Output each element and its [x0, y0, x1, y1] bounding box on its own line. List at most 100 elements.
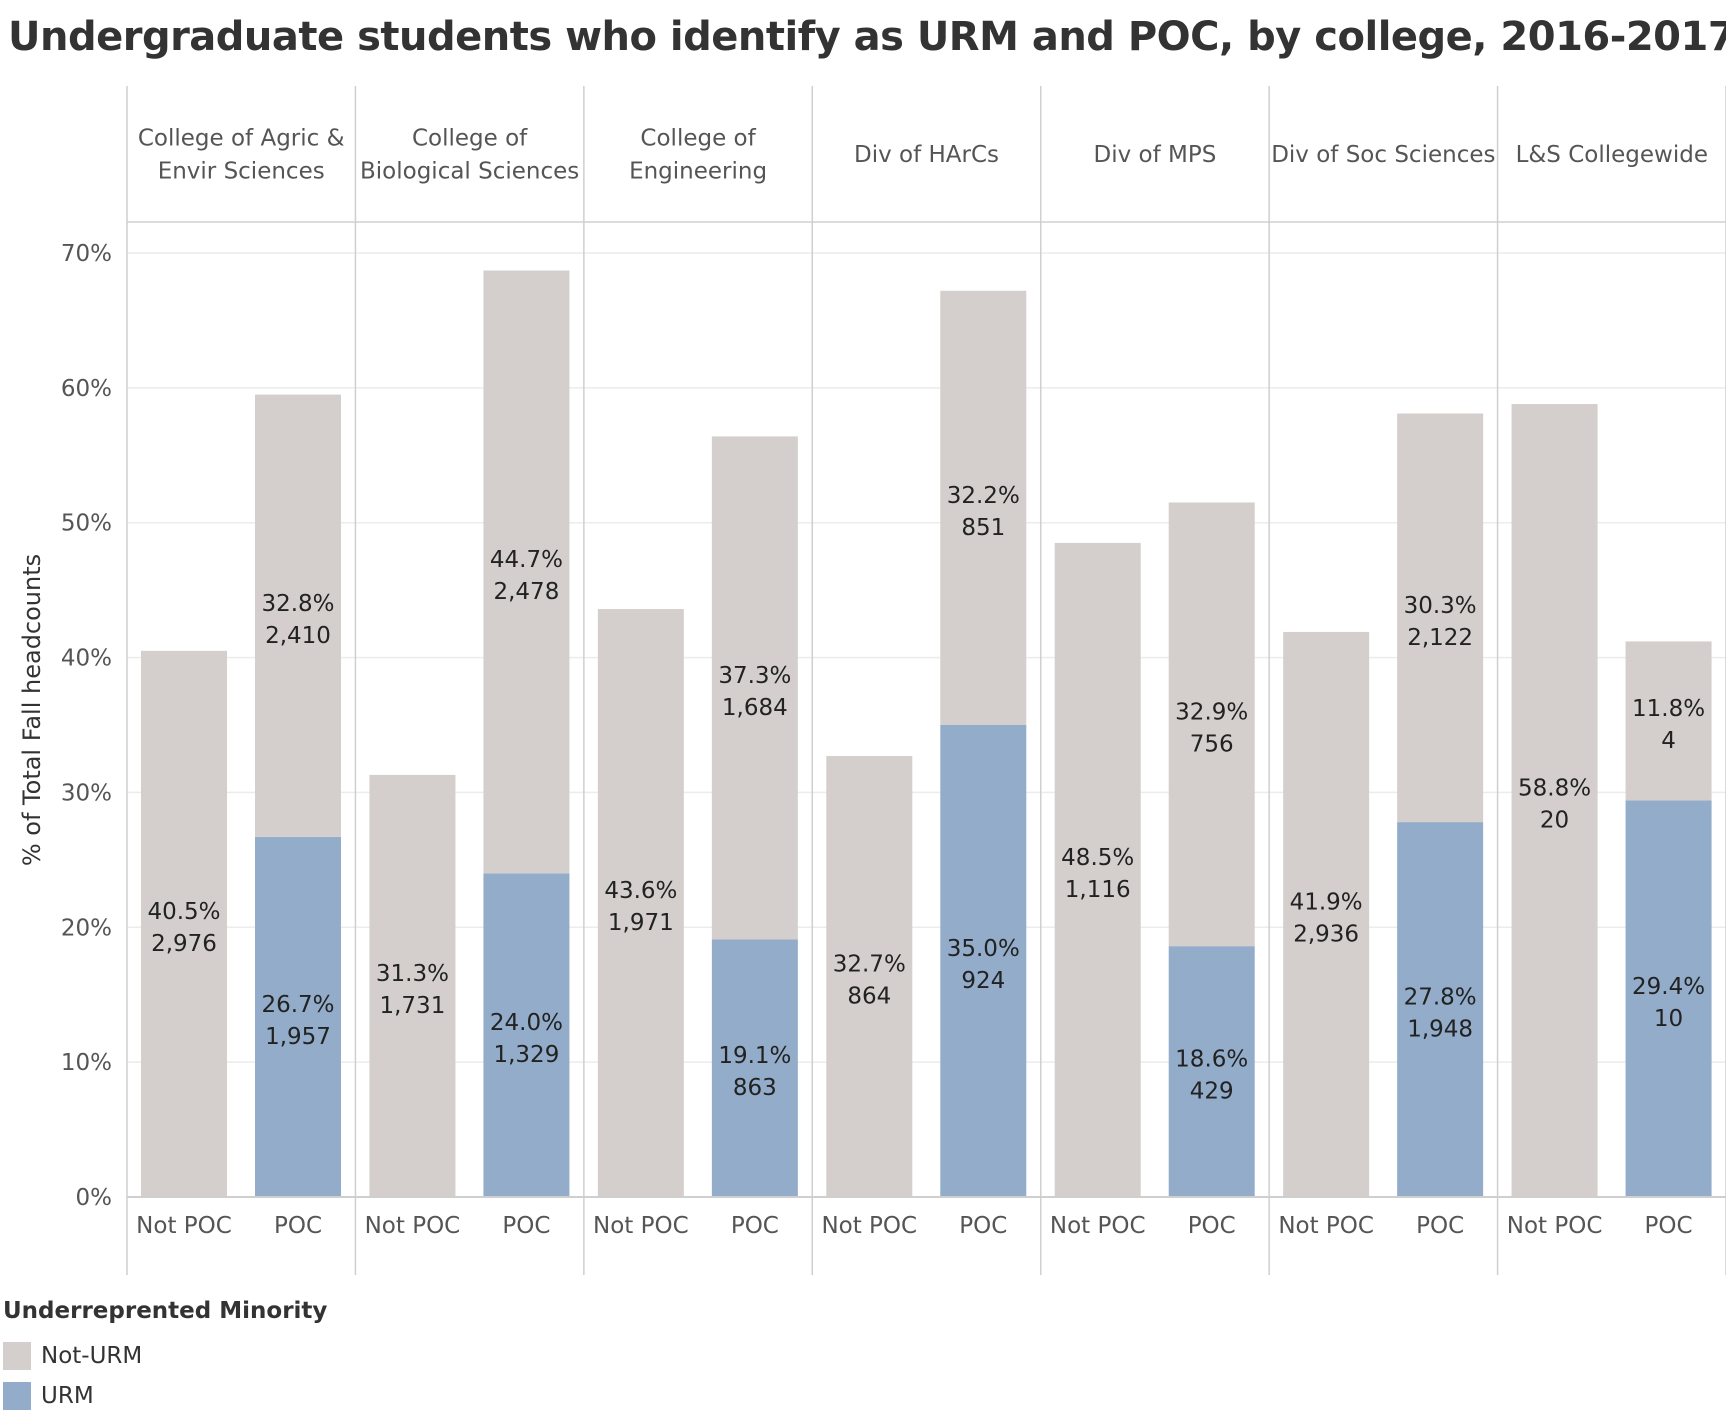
- legend-item-not-urm[interactable]: Not-URM: [3, 1336, 327, 1376]
- x-category-label: POC: [274, 1213, 322, 1239]
- legend-label-urm: URM: [41, 1383, 94, 1409]
- data-label-count: 863: [733, 1075, 777, 1101]
- bar-segment-urm: [1168, 946, 1255, 1197]
- y-tick-label: 70%: [61, 241, 112, 267]
- panel-header-label: Engineering: [629, 159, 767, 185]
- data-label-count: 1,971: [608, 910, 674, 936]
- data-label-count: 2,936: [1293, 921, 1359, 947]
- x-category-label: Not POC: [1278, 1213, 1374, 1239]
- data-label-pct: 32.7%: [833, 952, 906, 978]
- data-label-pct: 32.2%: [947, 483, 1020, 509]
- data-label-count: 2,478: [493, 579, 559, 605]
- x-category-label: Not POC: [1050, 1213, 1146, 1239]
- data-label-count: 20: [1540, 808, 1569, 834]
- data-label-count: 1,684: [722, 695, 788, 721]
- x-category-label: POC: [1645, 1213, 1693, 1239]
- data-label-pct: 30.3%: [1404, 593, 1477, 619]
- data-label-pct: 18.6%: [1175, 1047, 1248, 1073]
- bar-segment-not-urm: [483, 270, 570, 874]
- bar-segment-urm: [483, 873, 570, 1197]
- panel-header-label: Envir Sciences: [158, 159, 325, 185]
- bar-segment-not-urm: [1511, 404, 1598, 1197]
- data-label-count: 1,948: [1407, 1017, 1473, 1043]
- x-category-label: POC: [731, 1213, 779, 1239]
- bar-segment-urm: [711, 939, 798, 1197]
- data-label-pct: 37.3%: [718, 663, 791, 689]
- data-label-count: 924: [961, 968, 1005, 994]
- y-tick-label: 40%: [61, 646, 112, 672]
- data-label-pct: 35.0%: [947, 936, 1020, 962]
- panel-header-label: Div of Soc Sciences: [1271, 142, 1495, 168]
- data-label-count: 4: [1661, 728, 1676, 754]
- legend-label-not-urm: Not-URM: [41, 1343, 143, 1369]
- data-label-count: 851: [961, 515, 1005, 541]
- bar-segment-urm: [940, 725, 1027, 1197]
- bar-segment-not-urm: [1625, 641, 1712, 801]
- data-label-pct: 32.9%: [1175, 699, 1248, 725]
- data-label-pct: 41.9%: [1290, 889, 1363, 915]
- data-label-pct: 31.3%: [376, 961, 449, 987]
- bar-segment-not-urm: [1054, 542, 1141, 1197]
- data-label-pct: 11.8%: [1632, 696, 1705, 722]
- legend-title: Underreprented Minority: [3, 1298, 328, 1324]
- data-label-pct: 24.0%: [490, 1010, 563, 1036]
- data-label-pct: 44.7%: [490, 547, 563, 573]
- bar-segment-not-urm: [141, 650, 227, 1197]
- x-category-label: Not POC: [821, 1213, 917, 1239]
- x-category-label: POC: [959, 1213, 1007, 1239]
- data-label-count: 2,122: [1407, 625, 1473, 651]
- data-label-pct: 26.7%: [261, 992, 334, 1018]
- x-category-label: Not POC: [593, 1213, 689, 1239]
- bar-segment-urm: [1625, 800, 1712, 1197]
- y-tick-label: 50%: [61, 511, 112, 537]
- x-category-label: Not POC: [1507, 1213, 1603, 1239]
- panel-header-label: College of: [412, 126, 528, 152]
- data-label-count: 429: [1190, 1079, 1234, 1105]
- data-label-pct: 58.8%: [1518, 776, 1591, 802]
- data-label-pct: 19.1%: [718, 1043, 791, 1069]
- y-tick-label: 60%: [61, 376, 112, 402]
- bar-segment-not-urm: [1397, 413, 1484, 823]
- y-axis-label: % of Total Fall headcounts: [18, 554, 46, 866]
- x-category-label: Not POC: [136, 1213, 232, 1239]
- chart-title: Undergraduate students who identify as U…: [8, 14, 1726, 60]
- data-label-pct: 29.4%: [1632, 974, 1705, 1000]
- bar-segment-not-urm: [940, 290, 1027, 725]
- x-category-label: POC: [1416, 1213, 1464, 1239]
- y-tick-label: 20%: [61, 915, 112, 941]
- y-tick-label: 0%: [76, 1185, 113, 1211]
- data-label-count: 1,957: [265, 1024, 331, 1050]
- bar-segment-not-urm: [826, 756, 913, 1197]
- bar-segment-not-urm: [255, 394, 341, 837]
- panel-header-label: L&S Collegewide: [1516, 142, 1708, 168]
- data-label-pct: 32.8%: [261, 591, 334, 617]
- bar-segment-not-urm: [1168, 502, 1255, 947]
- x-category-label: POC: [1188, 1213, 1236, 1239]
- bar-segment-urm: [1397, 822, 1484, 1197]
- data-label-count: 756: [1190, 731, 1234, 757]
- y-tick-label: 30%: [61, 780, 112, 806]
- data-label-count: 2,410: [265, 623, 331, 649]
- legend-swatch-not-urm: [3, 1342, 31, 1370]
- data-label-count: 864: [847, 984, 891, 1010]
- legend-item-urm[interactable]: URM: [3, 1376, 327, 1416]
- panel-header-label: College of: [640, 126, 756, 152]
- bar-segment-not-urm: [1283, 631, 1370, 1197]
- bar-segment-not-urm: [711, 436, 798, 940]
- data-label-count: 10: [1654, 1006, 1683, 1032]
- panel-header-label: College of Agric &: [138, 126, 345, 152]
- data-label-count: 2,976: [151, 931, 217, 957]
- y-tick-label: 10%: [61, 1050, 112, 1076]
- panel-header-label: Div of MPS: [1094, 142, 1217, 168]
- legend-swatch-urm: [3, 1382, 31, 1410]
- bar-segment-not-urm: [597, 609, 684, 1197]
- data-label-count: 1,116: [1065, 877, 1131, 903]
- bar-segment-not-urm: [369, 774, 456, 1197]
- data-label-count: 1,329: [493, 1042, 559, 1068]
- data-label-pct: 40.5%: [147, 899, 220, 925]
- x-category-label: POC: [502, 1213, 550, 1239]
- data-label-count: 1,731: [379, 993, 445, 1019]
- data-label-pct: 43.6%: [604, 878, 677, 904]
- x-category-label: Not POC: [365, 1213, 461, 1239]
